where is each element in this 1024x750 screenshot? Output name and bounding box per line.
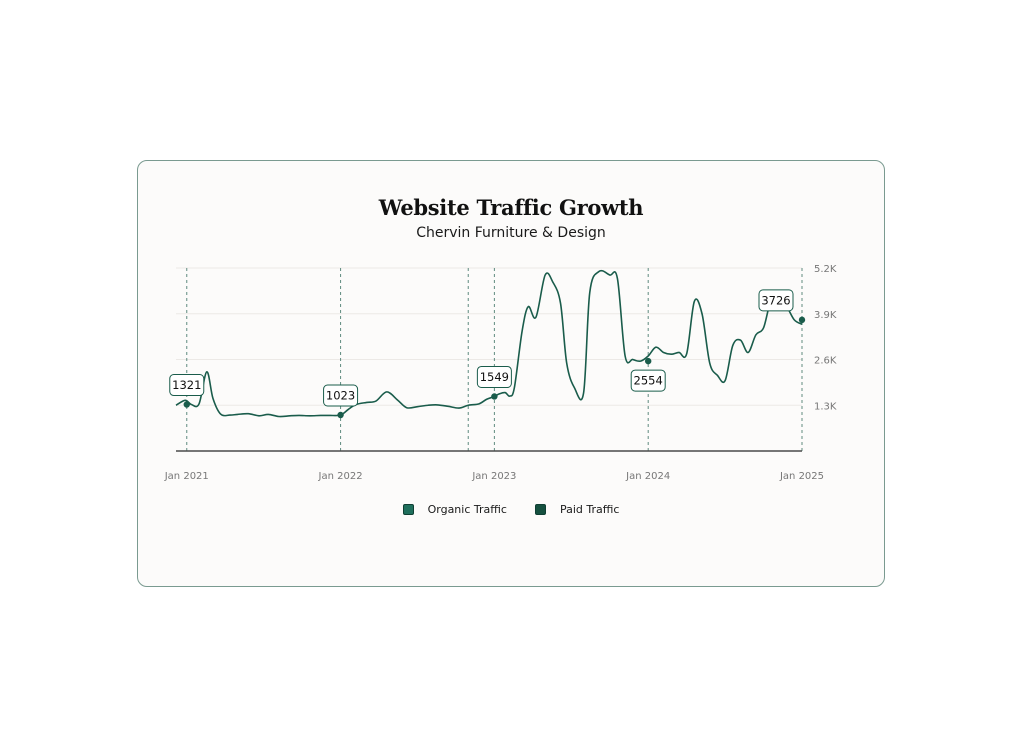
data-label-box — [169, 374, 205, 397]
y-tick-label: 3.9K — [814, 310, 837, 321]
legend-label-paid: Paid Traffic — [559, 503, 620, 516]
y-tick-label: 2.6K — [814, 356, 837, 367]
data-point-marker — [798, 316, 806, 324]
data-point-marker — [337, 411, 344, 419]
legend-item-organic-traffic[interactable]: Organic Traffic — [402, 503, 507, 516]
data-point-marker — [183, 401, 190, 408]
x-tick-label: Jan 2022 — [318, 471, 363, 482]
data-point-marker — [644, 357, 652, 365]
data-label-box — [476, 365, 512, 388]
data-label-text: 1023 — [326, 388, 355, 402]
line-chart: 1.3K 2.6K 3.9K 5.2K Jan 2021 Jan 2022 Jan 2023… — [164, 264, 837, 482]
data-label-text: 2554 — [634, 374, 663, 388]
data-label-text: 3726 — [761, 293, 790, 307]
data-label-text: 1549 — [480, 370, 509, 384]
legend-swatch-paid — [534, 504, 546, 515]
y-tick-label: 5.2K — [814, 264, 837, 275]
x-tick-label: Jan 2024 — [625, 471, 670, 482]
data-label-box — [323, 384, 359, 407]
y-tick-label: 1.3K — [814, 401, 837, 412]
data-label-text: 1321 — [172, 378, 201, 392]
chart-subtitle: Chervin Furniture & Design — [416, 225, 606, 241]
data-label-box — [758, 289, 794, 312]
data-label-box — [630, 369, 666, 392]
chart-card: Website Traffic Growth Chervin Furniture… — [137, 160, 885, 587]
legend-swatch-organic — [402, 504, 414, 515]
x-tick-label: Jan 2025 — [779, 471, 824, 482]
data-point-marker — [491, 393, 498, 400]
legend-label-organic: Organic Traffic — [427, 503, 507, 516]
chart-title: Website Traffic Growth — [378, 195, 644, 220]
traffic-line — [175, 269, 803, 418]
chart-legend: Organic Traffic Paid Traffic — [138, 503, 884, 516]
legend-item-paid-traffic[interactable]: Paid Traffic — [534, 503, 620, 516]
x-tick-label: Jan 2021 — [164, 471, 209, 482]
x-tick-label: Jan 2023 — [471, 471, 516, 482]
